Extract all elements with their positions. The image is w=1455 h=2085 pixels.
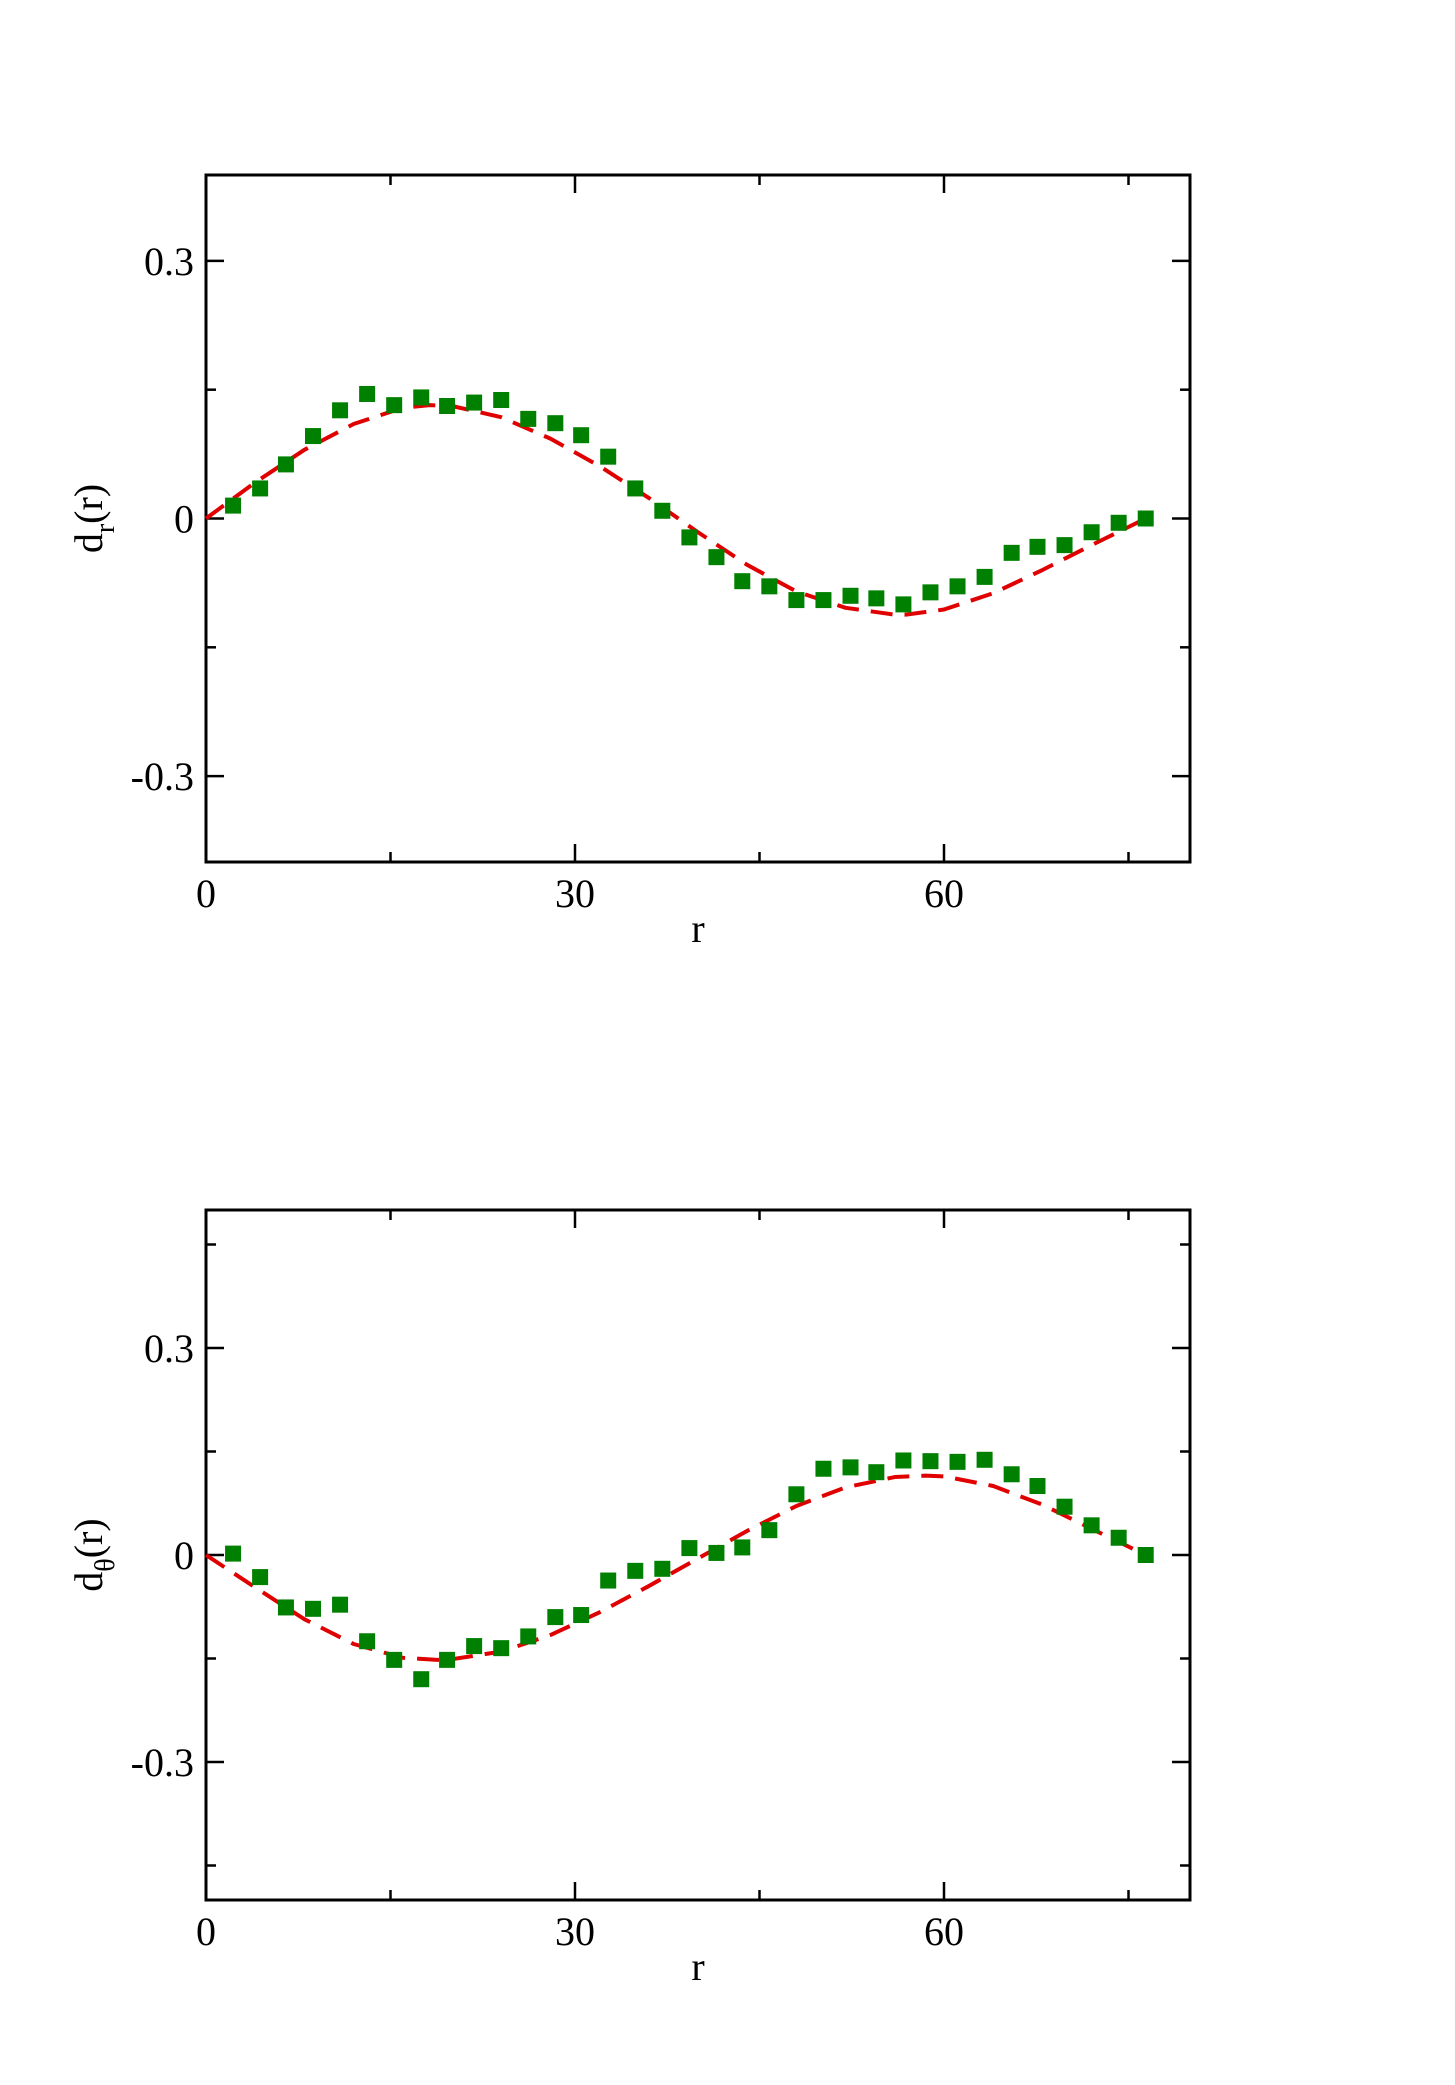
fit-curve-dashed [204,1473,1147,1662]
data-point-square [976,1451,993,1468]
data-point-square [654,502,671,519]
data-point-square [305,428,322,445]
x-tick-label: 60 [924,1909,964,1954]
x-tick-label: 0 [196,1909,216,1954]
data-point-square [386,1651,403,1668]
data-point-square [277,456,294,473]
data-point-square [868,1464,885,1481]
data-point-square [1003,544,1020,561]
y-axis-title-subscript: θ [90,1558,121,1571]
y-tick-label: -0.3 [131,754,194,799]
data-point-square [734,573,751,590]
plot-frame [204,1208,1192,1902]
data-point-square [842,587,859,604]
data-point-square [332,1596,349,1613]
y-axis-title-subscript: r [90,523,121,533]
y-axis-title: dr(r) [66,484,121,553]
data-point-square [627,480,644,497]
data-point-square [520,1628,537,1645]
data-point-square [225,497,242,514]
data-point-square [761,1522,778,1539]
fit-curve-dashed [204,403,1147,617]
data-point-square [493,1640,510,1657]
data-point-square [439,1651,456,1668]
data-point-square [413,389,430,406]
data-point-square [225,1545,242,1562]
data-point-square [493,391,510,408]
y-tick-label: -0.3 [131,1740,194,1785]
data-point-square [386,397,403,414]
x-axis-title: r [691,1944,704,1989]
data-point-square [439,398,456,415]
data-point-square [1137,510,1154,527]
data-point-square [547,415,564,432]
data-point-square [332,402,349,419]
data-point-square [949,1453,966,1470]
y-tick-label: 0 [174,1533,194,1578]
data-point-square [1029,538,1046,555]
data-point-square [788,592,805,609]
data-point-square [520,410,537,427]
x-tick-label: 30 [555,871,595,916]
y-axis-title-main: d [66,533,111,553]
data-point-square [547,1609,564,1626]
x-axis-title: r [691,906,704,951]
data-point-square [359,1633,376,1650]
data-point-square [761,578,778,595]
data-point-square [413,1671,430,1688]
data-point-square [1083,1517,1100,1534]
x-tick-label: 30 [555,1909,595,1954]
data-point-square [949,578,966,595]
data-point-square [627,1562,644,1579]
data-point-square [600,448,617,465]
data-point-square [708,549,725,566]
data-point-square [1029,1478,1046,1494]
x-tick-label: 60 [924,871,964,916]
data-point-square [895,1452,912,1469]
data-point-square [600,1572,617,1589]
data-point-square [868,590,885,607]
data-point-square [252,1569,269,1586]
data-point-square [573,427,590,444]
data-point-square [1003,1466,1020,1483]
y-axis-title-main: d [66,1572,111,1592]
data-point-square [1083,524,1100,541]
data-point-square [708,1544,725,1561]
data-point-square [466,1638,483,1655]
data-point-square [842,1459,859,1476]
data-point-square [815,592,832,609]
data-point-square [305,1600,322,1617]
chart-panel-dtheta: 0 30 60 -0.3 0 0.3 r dθ(r) [66,1208,1192,1989]
data-point-square [1137,1547,1154,1563]
data-point-square [573,1607,590,1624]
data-point-square [252,480,269,497]
data-point-square [681,1540,698,1557]
x-tick-label: 0 [196,871,216,916]
y-tick-label: 0.3 [144,239,194,284]
data-point-square [1110,514,1127,531]
data-point-square [788,1486,805,1503]
data-point-square [681,529,698,546]
data-point-square [1110,1529,1127,1546]
data-point-square [895,596,912,613]
data-point-square [277,1599,294,1616]
y-axis-title-tail: (r) [66,484,111,524]
y-tick-label: 0.3 [144,1326,194,1371]
data-point-square [1056,1498,1073,1515]
data-point-square [654,1560,671,1577]
data-point-square [734,1539,751,1556]
data-point-square [976,568,993,585]
data-point-square [815,1460,832,1477]
plot-frame [204,173,1192,864]
data-point-square [922,1453,939,1470]
data-point-square [466,394,483,411]
data-point-square [922,584,939,601]
y-axis-title: dθ(r) [66,1518,121,1591]
y-tick-label: 0 [174,497,194,542]
data-point-square [359,385,376,402]
data-point-square [1056,537,1073,554]
y-axis-title-tail: (r) [66,1518,111,1558]
